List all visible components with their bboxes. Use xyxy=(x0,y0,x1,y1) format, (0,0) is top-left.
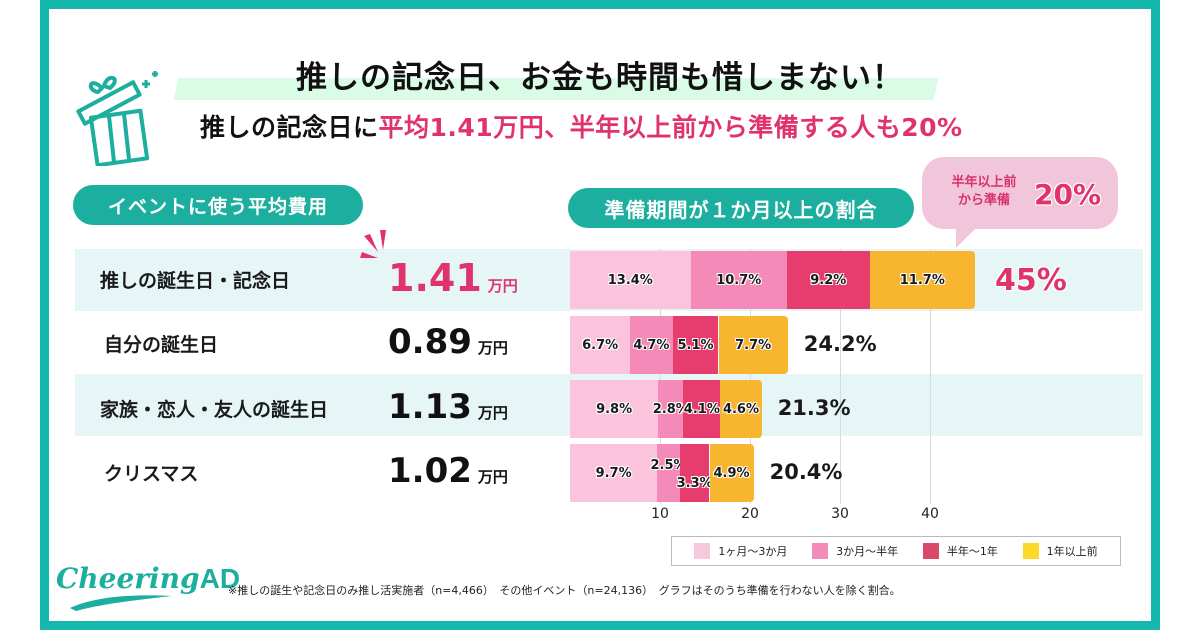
cost-unit: 万円 xyxy=(477,339,508,357)
logo-ad: AD xyxy=(199,563,241,594)
logo-swoosh-icon xyxy=(70,595,172,611)
bar-segment-label: 9.2% xyxy=(810,272,847,288)
bar-segment-label: 6.7% xyxy=(582,337,619,353)
bar-segment: 9.2% xyxy=(786,251,870,309)
avg-cost-value: 1.13 万円 xyxy=(388,387,508,427)
legend-swatch xyxy=(694,543,711,559)
bar-segment: 9.8% xyxy=(570,380,659,438)
bar-segment-label: 2.5% xyxy=(650,457,687,473)
bar-segment: 4.1% xyxy=(683,380,721,438)
grid-line xyxy=(660,249,661,504)
cost-number: 1.13 xyxy=(388,387,472,427)
x-tick-label: 10 xyxy=(651,506,669,522)
callout-value: 20% xyxy=(1034,178,1102,211)
bar-total-label: 24.2% xyxy=(803,332,877,356)
emphasis-burst-icon xyxy=(360,230,386,258)
bar-segment-label: 3.3% xyxy=(676,475,713,491)
x-tick-label: 30 xyxy=(831,506,849,522)
bar-segment-label: 9.8% xyxy=(596,401,633,417)
legend-item: 1ヶ月〜3か月 xyxy=(694,543,787,559)
gift-box-icon xyxy=(76,71,158,166)
bar-segment-label: 9.7% xyxy=(595,465,632,481)
bar-segment-label: 4.1% xyxy=(683,401,720,417)
bar-segment: 5.1% xyxy=(672,316,719,374)
callout-line-1: 半年以上前 xyxy=(951,175,1017,190)
bar-segment-label: 4.9% xyxy=(713,465,750,481)
bar-total-label: 45% xyxy=(995,263,1067,298)
grid-line xyxy=(840,249,841,504)
bar-segment: 4.7% xyxy=(630,316,673,374)
avg-cost-value: 0.89 万円 xyxy=(388,322,508,362)
bar-segment: 2.8% xyxy=(653,380,689,438)
bar-segment: 7.7% xyxy=(718,316,788,374)
bar-segment: 4.9% xyxy=(709,444,754,502)
page-subtitle: 推しの記念日に平均1.41万円、半年以上前から準備する人も20% xyxy=(200,108,963,144)
legend-swatch xyxy=(812,543,829,559)
cheering-ad-logo: CheeringAD xyxy=(56,562,240,595)
bar-segment-label: 5.1% xyxy=(677,337,714,353)
bar-segment-label: 11.7% xyxy=(899,272,945,288)
cost-number: 1.02 xyxy=(388,451,472,491)
x-tick-label: 20 xyxy=(741,506,759,522)
cost-unit: 万円 xyxy=(477,404,508,422)
frame-border xyxy=(40,0,1160,630)
cost-unit: 万円 xyxy=(487,277,518,295)
avg-cost-value: 1.41 万円 xyxy=(388,256,518,300)
callout-line-2: から準備 xyxy=(957,193,1010,208)
category-label: 家族・恋人・友人の誕生日 xyxy=(100,399,329,421)
category-label: 推しの誕生日・記念日 xyxy=(100,270,291,292)
legend-label: 半年〜1年 xyxy=(946,545,998,558)
subtitle-highlight: 平均1.41万円、半年以上前から準備する人も20% xyxy=(378,113,963,142)
bar-segment: 11.7% xyxy=(869,251,975,309)
bar-segment: 9.7% xyxy=(570,444,658,502)
legend-item: 3か月〜半年 xyxy=(812,543,898,559)
subtitle-prefix: 推しの記念日に xyxy=(200,113,379,142)
category-label: クリスマス xyxy=(104,463,199,485)
bar-segment-label: 4.7% xyxy=(633,337,670,353)
grid-line xyxy=(930,249,931,504)
chart-legend: 1ヶ月〜3か月 3か月〜半年 半年〜1年 1年以上前 xyxy=(671,536,1121,566)
x-tick-label: 40 xyxy=(921,506,939,522)
bar-segment: 13.4% xyxy=(570,251,691,309)
callout-label: 半年以上前 から準備 xyxy=(944,174,1024,210)
legend-label: 1ヶ月〜3か月 xyxy=(718,545,788,558)
bar-segment: 10.7% xyxy=(690,251,787,309)
page-title: 推しの記念日、お金も時間も惜しまない！ xyxy=(296,60,904,96)
callout-bubble xyxy=(922,157,1118,229)
logo-script: Cheering xyxy=(56,562,200,595)
bar-segment: 3.3% xyxy=(676,444,713,502)
legend-label: 1年以上前 xyxy=(1046,545,1098,558)
legend-label: 3か月〜半年 xyxy=(836,545,899,558)
bar-segment-label: 2.8% xyxy=(652,401,689,417)
bar-segment: 4.6% xyxy=(720,380,762,438)
bar-segment: 6.7% xyxy=(570,316,631,374)
bar-total-label: 21.3% xyxy=(777,396,851,420)
bar-segment-label: 10.7% xyxy=(716,272,762,288)
bar-total-label: 20.4% xyxy=(769,460,843,484)
legend-swatch xyxy=(1022,543,1039,559)
legend-item: 半年〜1年 xyxy=(922,543,998,559)
prep-period-pill: 準備期間が１か月以上の割合 xyxy=(568,188,914,228)
cost-unit: 万円 xyxy=(477,468,508,486)
avg-cost-pill: イベントに使う平均費用 xyxy=(73,185,363,225)
category-label: 自分の誕生日 xyxy=(104,334,219,356)
bar-segment-label: 4.6% xyxy=(722,401,760,417)
footnote: ※推しの誕生や記念日のみ推し活実施者（n=4,466） その他イベント（n=24… xyxy=(228,584,901,597)
avg-cost-value: 1.02 万円 xyxy=(388,451,508,491)
bar-segment-label: 13.4% xyxy=(607,272,653,288)
cost-number: 0.89 xyxy=(388,322,472,362)
cost-number: 1.41 xyxy=(388,256,482,300)
bar-segment-label: 7.7% xyxy=(735,337,772,353)
legend-item: 1年以上前 xyxy=(1022,543,1098,559)
bar-segment: 2.5% xyxy=(651,444,687,502)
grid-line xyxy=(750,249,751,504)
legend-swatch xyxy=(922,543,939,559)
